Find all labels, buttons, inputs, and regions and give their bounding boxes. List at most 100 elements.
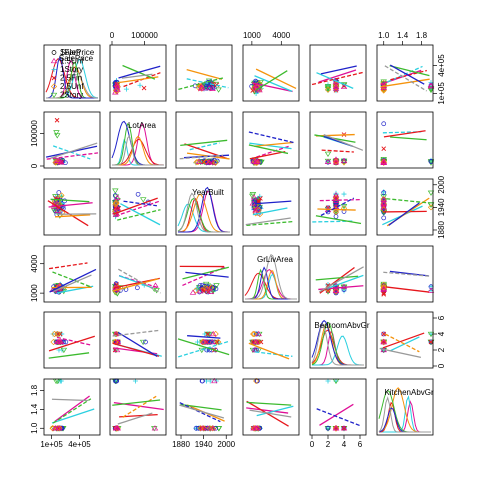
tick-label: 2000 [437,175,446,193]
fit-line [386,287,429,292]
tick-label: 100000 [131,31,158,40]
tick-label: 1.4 [397,31,409,40]
tick-label: 2 [326,440,331,449]
data-point [382,147,386,151]
tick-label: 0 [437,363,446,368]
data-point [124,87,129,92]
data-point [382,216,386,220]
fit-line [48,201,88,226]
tick-label: 1000 [30,284,39,302]
fit-line [49,353,89,358]
data-point [135,286,139,290]
tick-label: 1880 [437,221,446,239]
fit-line [321,66,357,74]
tick-label: 4000 [30,254,39,272]
data-point [382,332,386,336]
tick-label: 0 [30,163,39,168]
tick-label: 0 [110,31,115,40]
tick-label: 2 [437,347,446,352]
tick-label: 1e+05 [437,82,446,105]
tick-label: 1.4 [30,403,39,415]
panel-frame [44,246,100,302]
fit-line [50,269,96,292]
tick-label: 2000 [217,440,235,449]
fit-line [250,152,285,159]
fit-line [112,400,160,405]
variable-label-kitchenabvgr: KitchenAbvGr [384,388,434,397]
panel-frame [243,45,299,101]
tick-label: 1e+05 [40,440,63,449]
tick-label: 1.0 [30,422,39,434]
panel-frame [176,45,232,101]
tick-label: 6 [358,440,363,449]
tick-label: 4 [342,440,347,449]
variable-label-lotarea: LotArea [128,121,157,130]
data-point [216,88,221,92]
fit-line [118,413,153,424]
fit-line [324,135,363,151]
variable-label-grlivarea: GrLivArea [257,255,294,264]
fit-line [383,333,424,348]
fit-line [118,332,157,356]
tick-label: 6 [437,315,446,320]
tick-label: 1.8 [30,384,39,396]
tick-label: 1.8 [416,31,428,40]
fit-line [53,146,90,159]
tick-label: 0 [310,440,315,449]
data-point [382,122,386,126]
data-point [136,192,140,196]
tick-label: 1000 [243,31,261,40]
fit-line [113,343,159,356]
fit-line [386,199,429,203]
data-point [325,152,330,156]
fit-line [317,209,355,210]
fit-line [117,210,160,220]
fit-line [322,150,354,152]
fit-line [390,137,427,140]
fit-line [53,399,91,423]
fit-line [319,404,353,425]
tick-label: 1940 [195,440,213,449]
data-point [334,215,338,219]
tick-label: 4 [437,331,446,336]
fit-line [52,399,88,400]
tick-label: 1.0 [378,31,390,40]
variable-label-bedroomabvgr: BedroomAbvGr [314,321,369,330]
fit-line [316,216,361,224]
data-point [142,86,146,90]
fit-line [383,211,427,212]
legend-marker [52,51,56,55]
tick-label: 4000 [272,31,290,40]
fit-line [249,132,294,143]
fit-line [180,140,227,145]
tick-label: 4e+05 [68,440,91,449]
variable-label-yearbuilt: YearBuilt [192,188,225,197]
legend-label: 2Story [60,91,83,100]
fit-line [320,200,362,201]
panel-frame [243,179,299,235]
fit-line [120,204,160,225]
panel-frame [44,112,100,168]
fit-line [389,203,420,225]
fit-line [47,153,98,159]
data-point [141,198,146,202]
data-point [55,118,59,122]
tick-label: 1880 [172,440,190,449]
fit-line [187,70,222,80]
data-point [342,192,347,197]
data-point [55,134,60,138]
fit-line [52,409,94,423]
tick-label: 4e+05 [437,54,446,77]
tick-label: 1940 [437,198,446,216]
legend-marker [51,93,56,97]
fit-line [49,263,87,269]
panel-frame [44,312,100,368]
data-point [138,83,143,88]
fit-line [123,396,156,417]
fit-line [390,65,424,84]
fit-line [180,403,221,422]
data-point [113,189,118,193]
tick-label: 100000 [30,120,39,147]
